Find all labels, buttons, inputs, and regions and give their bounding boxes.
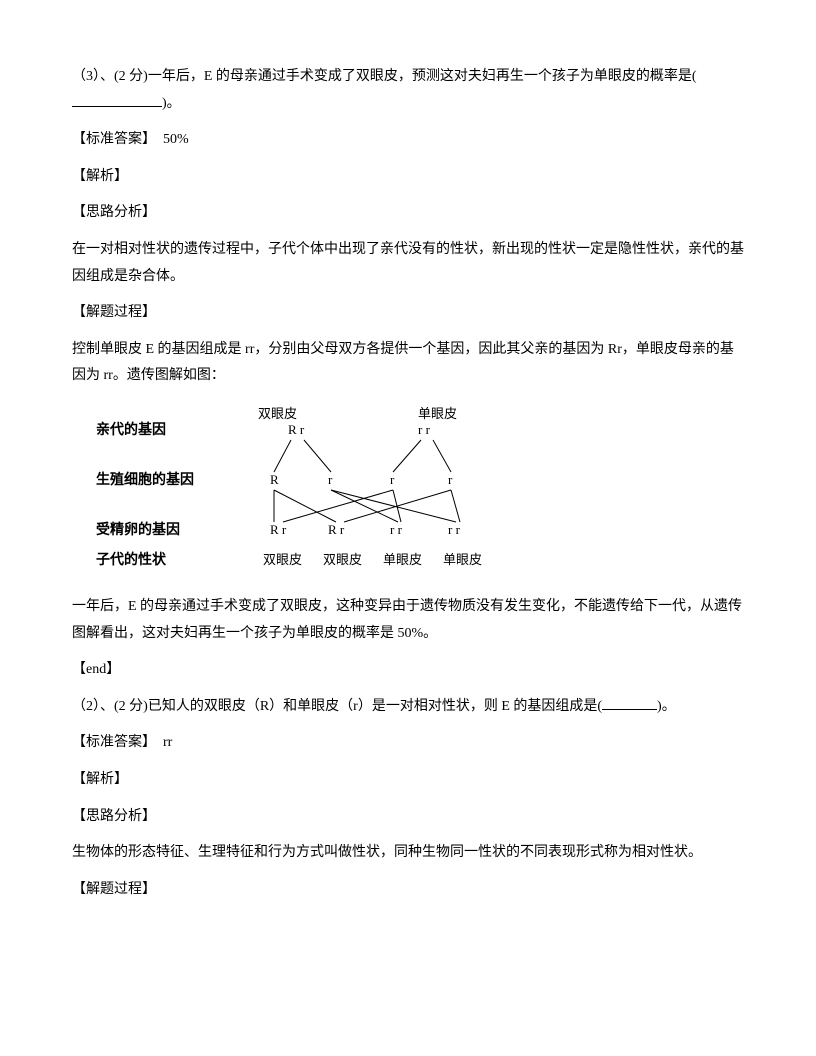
line-g1-z2 (331, 490, 398, 522)
row-label-0: 亲代的基因 (96, 421, 166, 437)
row-label-3: 子代的性状 (96, 551, 167, 567)
line-g3-z3 (451, 490, 460, 522)
q2-prompt-b: )。 (657, 699, 676, 714)
off-pheno-3: 单眼皮 (443, 552, 482, 567)
line-p0-g1 (304, 440, 331, 472)
q3-conclusion: 一年后，E 的母亲通过手术变成了双眼皮，这种变异由于遗传物质没有发生变化，不能遗… (72, 594, 744, 647)
zygote-0: R r (270, 522, 287, 537)
line-p0-g0 (274, 440, 291, 472)
q2-answer-value: rr (163, 735, 172, 750)
q3-process-label: 【解题过程】 (72, 300, 744, 327)
gamete-1: r (328, 472, 333, 487)
q3-end-label: 【end】 (72, 657, 744, 684)
parent-geno-1: r r (418, 422, 431, 437)
off-pheno-1: 双眼皮 (323, 552, 362, 567)
zygote-2: r r (390, 522, 403, 537)
q2-answer-row: 【标准答案】 rr (72, 730, 744, 757)
off-pheno-0: 双眼皮 (263, 552, 302, 567)
q3-process-text: 控制单眼皮 E 的基因组成是 rr，分别由父母双方各提供一个基因，因此其父亲的基… (72, 337, 744, 390)
q2-prompt-a: （2）、(2 分)已知人的双眼皮（R）和单眼皮（r）是一对相对性状，则 E 的基… (72, 699, 602, 714)
gamete-3: r (448, 472, 453, 487)
gamete-2: r (390, 472, 395, 487)
q2-idea-text: 生物体的形态特征、生理特征和行为方式叫做性状，同种生物同一性状的不同表现形式称为… (72, 840, 744, 867)
line-g1-z3 (331, 490, 456, 522)
q2-process-label: 【解题过程】 (72, 877, 744, 904)
zygote-1: R r (328, 522, 345, 537)
row-label-1: 生殖细胞的基因 (96, 471, 194, 487)
q3-idea-text: 在一对相对性状的遗传过程中，子代个体中出现了亲代没有的性状，新出现的性状一定是隐… (72, 237, 744, 290)
genetics-diagram: 亲代的基因 生殖细胞的基因 受精卵的基因 子代的性状 双眼皮 单眼皮 R r r… (88, 400, 528, 580)
q3-answer-label: 【标准答案】 (72, 132, 156, 147)
q3-blank (72, 106, 162, 107)
parent-geno-0: R r (288, 422, 305, 437)
line-g0-z1 (274, 490, 336, 522)
parent-pheno-0: 双眼皮 (258, 406, 297, 421)
off-pheno-2: 单眼皮 (383, 552, 422, 567)
gamete-0: R (270, 472, 279, 487)
line-p1-g3 (433, 440, 451, 472)
q3-prompt-b: )。 (162, 96, 181, 111)
q2-answer-label: 【标准答案】 (72, 735, 156, 750)
q3-analysis-label: 【解析】 (72, 164, 744, 191)
row-label-2: 受精卵的基因 (96, 521, 180, 537)
q3-prompt-a: （3）、(2 分)一年后，E 的母亲通过手术变成了双眼皮，预测这对夫妇再生一个孩… (72, 69, 697, 84)
line-g2-z0 (283, 490, 393, 522)
line-p1-g2 (393, 440, 421, 472)
q3-prompt: （3）、(2 分)一年后，E 的母亲通过手术变成了双眼皮，预测这对夫妇再生一个孩… (72, 64, 744, 117)
genetics-diagram-svg: 亲代的基因 生殖细胞的基因 受精卵的基因 子代的性状 双眼皮 单眼皮 R r r… (88, 400, 528, 580)
q3-idea-label: 【思路分析】 (72, 200, 744, 227)
q3-answer-row: 【标准答案】 50% (72, 127, 744, 154)
q2-analysis-label: 【解析】 (72, 767, 744, 794)
zygote-3: r r (448, 522, 461, 537)
q3-answer-value: 50% (163, 132, 189, 147)
line-g3-z1 (344, 490, 451, 522)
q2-prompt: （2）、(2 分)已知人的双眼皮（R）和单眼皮（r）是一对相对性状，则 E 的基… (72, 694, 744, 721)
q2-blank (602, 709, 657, 710)
parent-pheno-1: 单眼皮 (418, 406, 457, 421)
q2-idea-label: 【思路分析】 (72, 804, 744, 831)
